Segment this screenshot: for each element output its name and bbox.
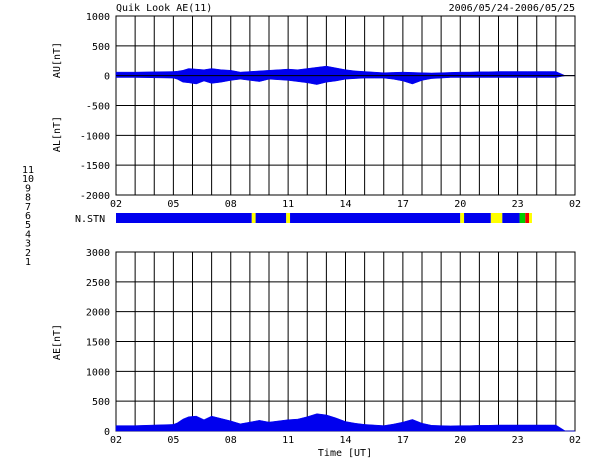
station-count-segment <box>519 213 526 223</box>
x-axis-label: Time [UT] <box>318 448 372 459</box>
au-al-xtick-label: 14 <box>339 199 351 210</box>
ae-xtick-label: 11 <box>282 435 294 446</box>
au-al-ytick-label: 1000 <box>86 12 110 23</box>
au-al-ytick-label: -1500 <box>80 161 110 172</box>
legend-item: 1 <box>25 257 31 268</box>
station-count-panel: N.STN <box>75 213 532 225</box>
ae-area <box>115 413 575 432</box>
ae-axis-label: AE[nT] <box>52 324 63 360</box>
station-count-segment <box>490 213 503 223</box>
au-al-xtick-label: 02 <box>569 199 581 210</box>
legend-item: 8 <box>25 193 31 204</box>
station-count-segment <box>251 213 256 223</box>
al-area <box>115 75 576 85</box>
au-al-ytick-label: -2000 <box>80 191 110 202</box>
ae-ytick-label: 1500 <box>86 338 110 349</box>
legend-item: 4 <box>25 229 31 240</box>
ae-ytick-label: 500 <box>92 397 110 408</box>
au-al-ytick-label: -1000 <box>80 131 110 142</box>
station-count-segment <box>525 213 530 223</box>
au-al-xtick-label: 20 <box>454 199 466 210</box>
au-al-ytick-label: -500 <box>86 102 110 113</box>
chart-title: Quik Look AE(11) <box>116 3 212 14</box>
station-count-segment <box>290 213 461 223</box>
legend-item: 6 <box>25 211 31 222</box>
ae-ytick-label: 2500 <box>86 278 110 289</box>
au-al-frame <box>115 15 576 196</box>
au-al-xtick-label: 11 <box>282 199 294 210</box>
au-al-xtick-label: 02 <box>110 199 122 210</box>
legend-item: 11 <box>22 165 34 176</box>
au-al-ytick-label: 0 <box>104 72 110 83</box>
ae-xtick-label: 20 <box>454 435 466 446</box>
ae-xtick-label: 02 <box>569 435 581 446</box>
legend-item: 2 <box>25 248 31 259</box>
legend-item: 3 <box>25 239 31 250</box>
ae-xtick-label: 23 <box>512 435 524 446</box>
legend-item: 10 <box>22 174 34 185</box>
station-count-segment <box>460 213 465 223</box>
ae-ytick-label: 1000 <box>86 367 110 378</box>
ae-ytick-label: 2000 <box>86 308 110 319</box>
station-count-segment <box>286 213 291 223</box>
station-count-segment <box>116 213 252 223</box>
station-count-segment <box>502 213 520 223</box>
station-count-segment <box>464 213 491 223</box>
au-al-xtick-label: 17 <box>397 199 409 210</box>
station-count-label: N.STN <box>75 214 105 225</box>
ae-ytick-label: 0 <box>104 427 110 438</box>
au-al-xtick-label: 05 <box>167 199 179 210</box>
ae-xtick-label: 14 <box>339 435 351 446</box>
ae-xtick-label: 02 <box>110 435 122 446</box>
legend-item: 5 <box>25 220 31 231</box>
au-area <box>115 65 576 76</box>
ae-xtick-label: 05 <box>167 435 179 446</box>
au-al-xtick-label: 08 <box>225 199 237 210</box>
al-axis-label: AL[nT] <box>52 116 63 152</box>
station-count-segment <box>529 213 532 223</box>
legend-item: 9 <box>25 183 31 194</box>
ae-xtick-label: 08 <box>225 435 237 446</box>
au-axis-label: AU[nT] <box>52 42 63 78</box>
ae-ytick-label: 3000 <box>86 248 110 259</box>
station-count-segment <box>255 213 287 223</box>
legend-item: 7 <box>25 202 31 213</box>
date-range: 2006/05/24-2006/05/25 <box>449 3 575 14</box>
ae-xtick-label: 17 <box>397 435 409 446</box>
au-al-ytick-label: 500 <box>92 42 110 53</box>
au-al-xtick-label: 23 <box>512 199 524 210</box>
